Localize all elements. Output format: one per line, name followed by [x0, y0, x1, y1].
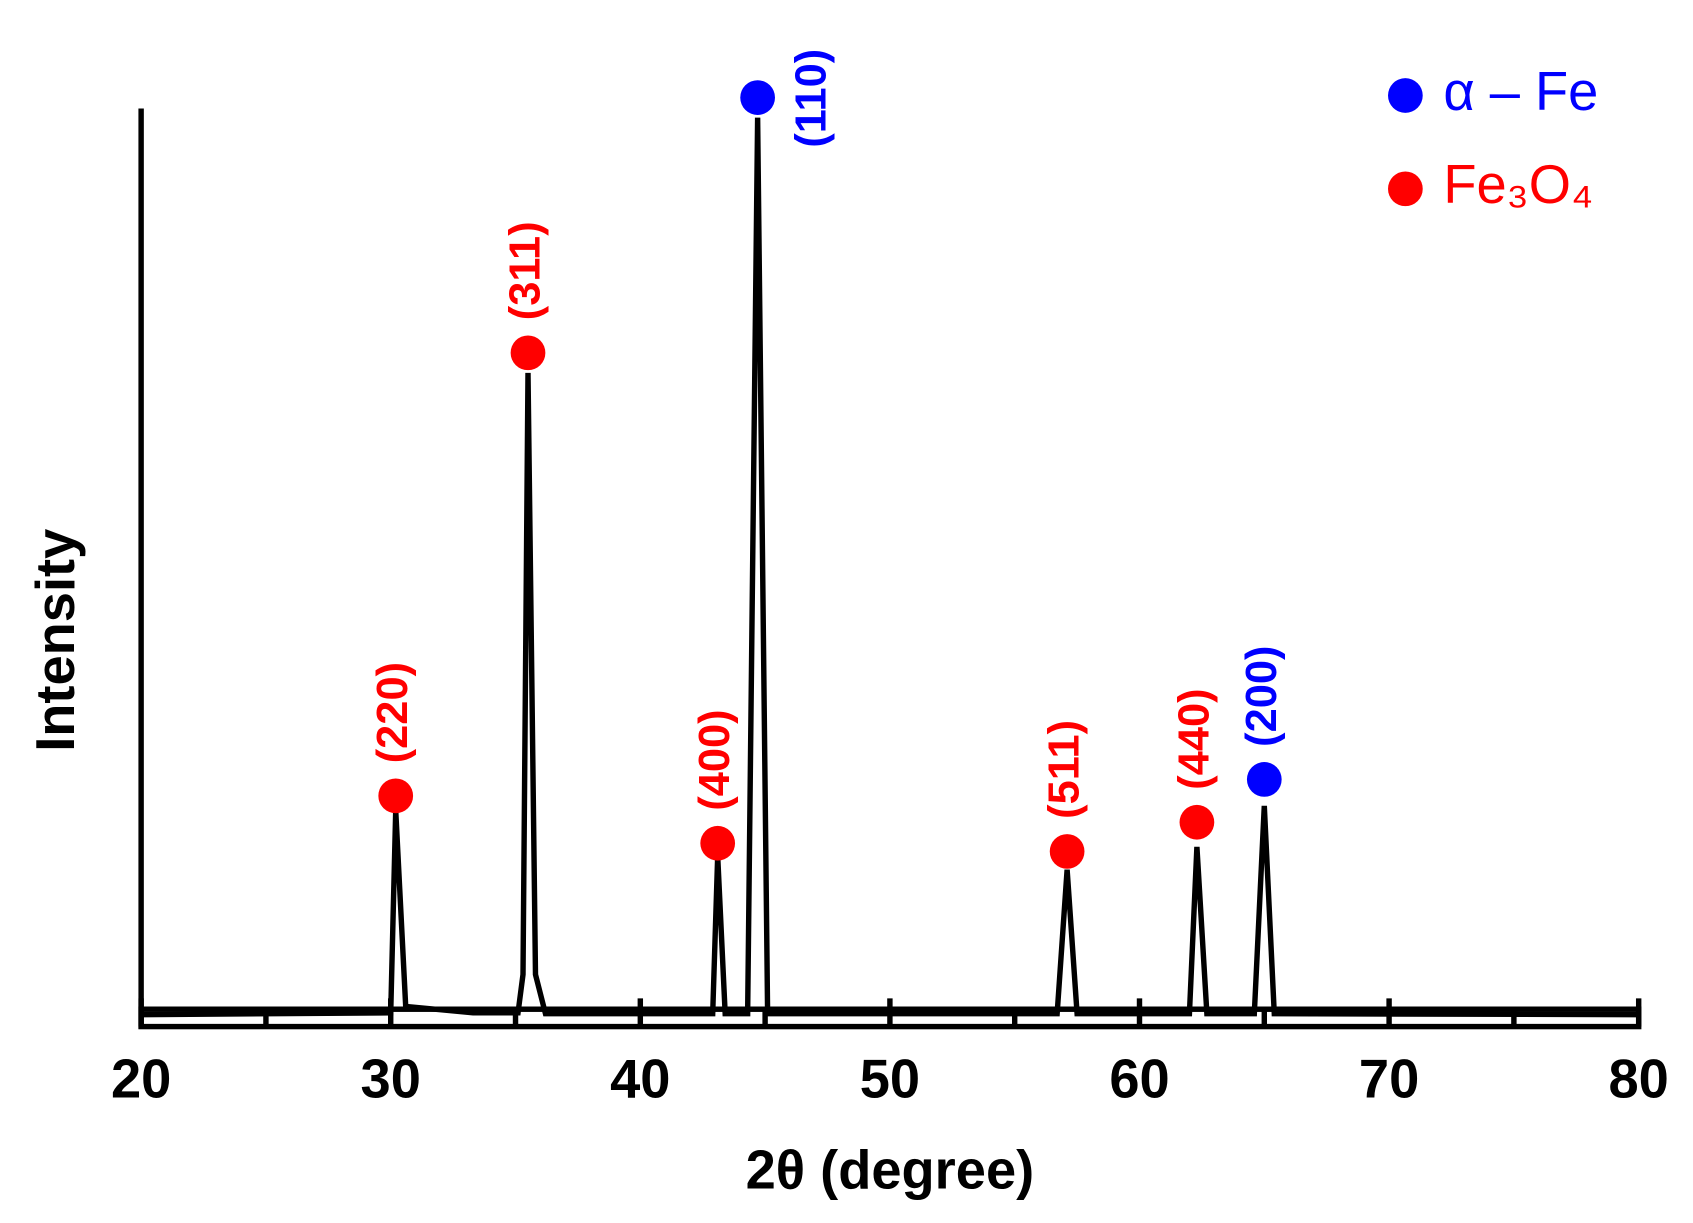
- legend-marker: [1388, 78, 1423, 113]
- legend-marker: [1388, 171, 1423, 207]
- xrd-pattern: [141, 117, 1639, 1018]
- peak-marker: [378, 778, 414, 814]
- x-tick-label: 20: [111, 1049, 171, 1109]
- peak-label: (110): [788, 49, 836, 148]
- x-tick-label: 70: [1359, 1049, 1419, 1109]
- y-axis-title: Intensity: [26, 529, 86, 752]
- peak-marker: [1049, 834, 1085, 869]
- peak-label: (220): [369, 662, 417, 763]
- peak-label: (200): [1238, 646, 1286, 747]
- peak-label: (511): [1041, 720, 1089, 819]
- peak-label: (440): [1170, 688, 1218, 789]
- x-tick-label: 40: [610, 1049, 670, 1109]
- x-tick-label: 50: [860, 1049, 920, 1109]
- peak-label: (311): [501, 221, 549, 320]
- peak-marker: [510, 335, 546, 371]
- peak-marker: [700, 825, 736, 861]
- peak-marker: [1179, 804, 1215, 840]
- x-tick-label: 80: [1609, 1049, 1669, 1109]
- x-axis-title: 2θ (degree): [746, 1140, 1035, 1200]
- legend-label: Fe₃O₄: [1443, 155, 1593, 215]
- legend-label: α – Fe: [1443, 62, 1598, 122]
- peak-label: (400): [691, 709, 739, 810]
- x-tick-label: 30: [361, 1049, 421, 1109]
- x-tick-label: 60: [1109, 1049, 1169, 1109]
- peak-marker: [740, 80, 775, 115]
- peak-marker: [1246, 762, 1282, 797]
